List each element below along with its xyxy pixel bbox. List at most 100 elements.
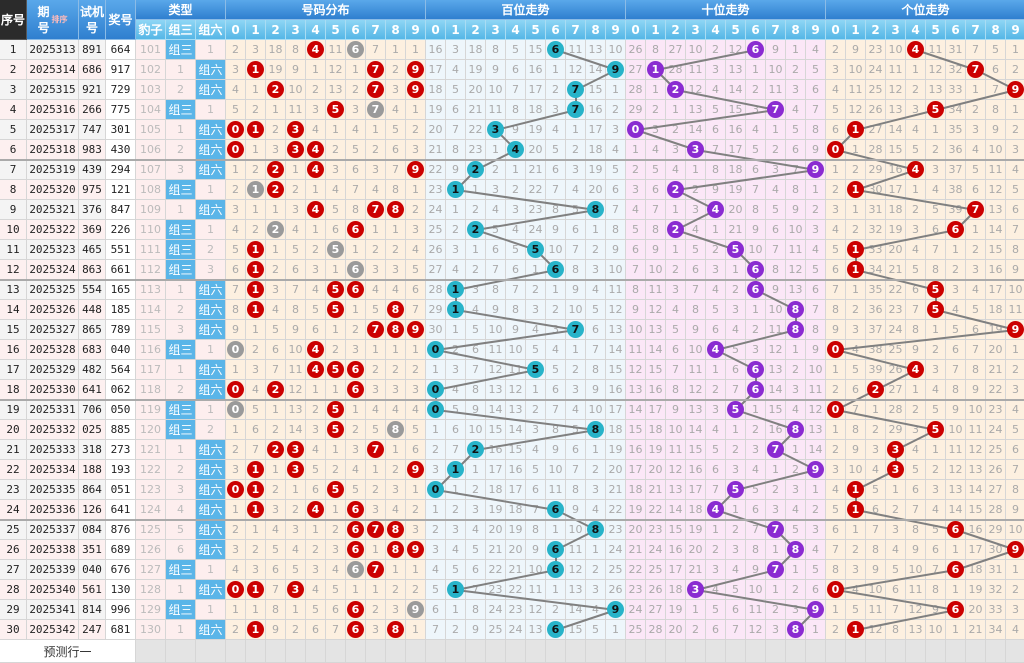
- predict-cell[interactable]: [926, 640, 946, 663]
- predict-cell[interactable]: [946, 640, 966, 663]
- tens-cell: 5: [806, 60, 826, 80]
- predict-cell[interactable]: [136, 640, 166, 663]
- predict-cell[interactable]: [366, 640, 386, 663]
- row-prize-text: 681: [110, 623, 131, 636]
- row-seq-text: 2: [9, 63, 17, 76]
- header-issue[interactable]: 期号排序: [27, 0, 79, 40]
- distribution-cell: 1: [406, 180, 426, 200]
- predict-cell[interactable]: [326, 640, 346, 663]
- predict-cell[interactable]: [346, 640, 366, 663]
- tens-cell: 8: [746, 200, 766, 220]
- predict-cell[interactable]: [166, 640, 196, 663]
- predict-cell[interactable]: [626, 640, 646, 663]
- row-prize-text: 226: [110, 223, 131, 236]
- tens-cell: 13: [806, 420, 826, 440]
- row-test-text: 683: [82, 343, 102, 356]
- hundreds-cell: 23: [486, 580, 506, 600]
- predict-cell[interactable]: [686, 640, 706, 663]
- predict-cell[interactable]: [1006, 640, 1024, 663]
- tens-cell: 1: [726, 260, 746, 280]
- predict-cell[interactable]: [446, 640, 466, 663]
- hundreds-cell: 22: [466, 120, 486, 140]
- ones-cell: 2: [826, 40, 846, 60]
- predict-cell[interactable]: [806, 640, 826, 663]
- row-seq-text: 4: [9, 103, 17, 116]
- predict-cell[interactable]: [386, 640, 406, 663]
- predict-cell[interactable]: [526, 640, 546, 663]
- ones-cell: 7: [966, 340, 986, 360]
- ones-ball: 7: [967, 61, 984, 78]
- tens-cell: 12: [746, 620, 766, 640]
- predict-cell[interactable]: [266, 640, 286, 663]
- row-test-text: 126: [82, 503, 102, 516]
- predict-cell[interactable]: [546, 640, 566, 663]
- predict-cell[interactable]: [196, 640, 226, 663]
- distribution-ball: 8: [387, 301, 404, 318]
- predict-cell[interactable]: [846, 640, 866, 663]
- hundreds-cell: 5: [446, 400, 466, 420]
- ones-cell: 1: [946, 540, 966, 560]
- tens-cell: 4: [806, 240, 826, 260]
- ones-cell: 4: [906, 360, 926, 380]
- predict-cell[interactable]: [726, 640, 746, 663]
- predict-cell[interactable]: [466, 640, 486, 663]
- row-issue: 2025317: [27, 120, 79, 140]
- tens-cell: 1: [706, 220, 726, 240]
- predict-row-label[interactable]: 预测行一: [0, 640, 136, 663]
- sort-button[interactable]: 排序: [51, 15, 68, 24]
- ones-cell: 6: [866, 500, 886, 520]
- tens-cell: 4: [706, 200, 726, 220]
- ones-cell: 5: [826, 240, 846, 260]
- predict-cell[interactable]: [706, 640, 726, 663]
- ones-cell: 36: [946, 140, 966, 160]
- predict-cell[interactable]: [966, 640, 986, 663]
- ones-cell: 9: [826, 320, 846, 340]
- distribution-cell: 2: [266, 380, 286, 400]
- hundreds-cell: 1: [446, 460, 466, 480]
- ones-cell: 4: [826, 80, 846, 100]
- predict-cell[interactable]: [646, 640, 666, 663]
- hundreds-cell: 3: [606, 120, 626, 140]
- row-test: 126: [79, 500, 106, 520]
- distribution-cell: 4: [246, 380, 266, 400]
- type-cell: 组三: [166, 240, 196, 260]
- ones-cell: 7: [986, 80, 1006, 100]
- distribution-cell: 2: [346, 80, 366, 100]
- distribution-cell: 5: [326, 300, 346, 320]
- ones-cell: 13: [886, 100, 906, 120]
- predict-cell[interactable]: [886, 640, 906, 663]
- predict-cell[interactable]: [426, 640, 446, 663]
- predict-cell[interactable]: [746, 640, 766, 663]
- hundreds-cell: 13: [586, 40, 606, 60]
- predict-cell[interactable]: [606, 640, 626, 663]
- predict-cell[interactable]: [306, 640, 326, 663]
- predict-cell[interactable]: [506, 640, 526, 663]
- predict-cell[interactable]: [286, 640, 306, 663]
- tens-cell: 2: [766, 480, 786, 500]
- tens-cell: 3: [686, 140, 706, 160]
- distribution-ball: 0: [227, 141, 244, 158]
- predict-cell[interactable]: [566, 640, 586, 663]
- ones-cell: 1: [846, 500, 866, 520]
- hundreds-cell: 17: [506, 480, 526, 500]
- predict-cell[interactable]: [766, 640, 786, 663]
- predict-cell[interactable]: [586, 640, 606, 663]
- predict-cell[interactable]: [866, 640, 886, 663]
- ones-cell: 1: [846, 280, 866, 300]
- tens-cell: 10: [646, 260, 666, 280]
- predict-cell[interactable]: [226, 640, 246, 663]
- predict-cell[interactable]: [786, 640, 806, 663]
- predict-cell[interactable]: [826, 640, 846, 663]
- row-prize-text: 062: [110, 383, 131, 396]
- row-prize: 193: [106, 460, 136, 480]
- hundreds-cell: 4: [566, 400, 586, 420]
- predict-cell[interactable]: [246, 640, 266, 663]
- distribution-cell: 8: [286, 300, 306, 320]
- distribution-cell: 6: [346, 260, 366, 280]
- predict-cell[interactable]: [406, 640, 426, 663]
- predict-cell[interactable]: [666, 640, 686, 663]
- predict-cell[interactable]: [486, 640, 506, 663]
- predict-cell[interactable]: [986, 640, 1006, 663]
- predict-cell[interactable]: [906, 640, 926, 663]
- header-prize-text: 奖号: [108, 13, 133, 27]
